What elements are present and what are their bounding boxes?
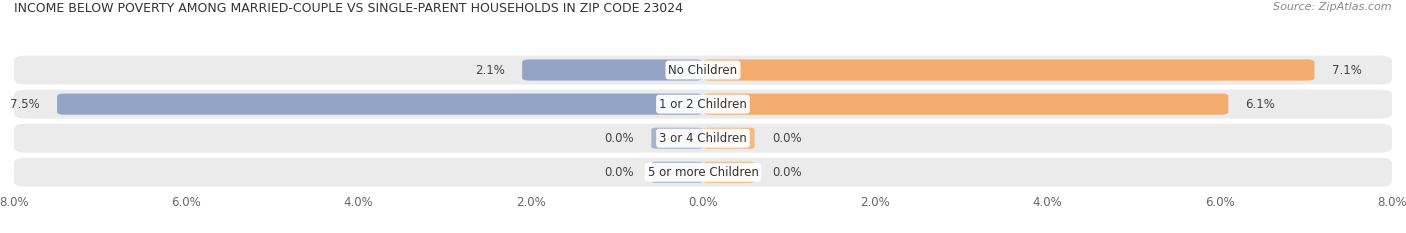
Text: 0.0%: 0.0% <box>772 166 801 179</box>
Text: 7.1%: 7.1% <box>1331 64 1361 76</box>
Text: 2.1%: 2.1% <box>475 64 505 76</box>
FancyBboxPatch shape <box>522 59 703 81</box>
Text: Source: ZipAtlas.com: Source: ZipAtlas.com <box>1274 2 1392 12</box>
FancyBboxPatch shape <box>703 59 1315 81</box>
FancyBboxPatch shape <box>651 128 703 149</box>
FancyBboxPatch shape <box>14 55 1392 85</box>
Text: INCOME BELOW POVERTY AMONG MARRIED-COUPLE VS SINGLE-PARENT HOUSEHOLDS IN ZIP COD: INCOME BELOW POVERTY AMONG MARRIED-COUPL… <box>14 2 683 15</box>
FancyBboxPatch shape <box>703 128 755 149</box>
Text: 0.0%: 0.0% <box>772 132 801 145</box>
Text: 6.1%: 6.1% <box>1246 98 1275 111</box>
Text: 0.0%: 0.0% <box>605 132 634 145</box>
Text: 3 or 4 Children: 3 or 4 Children <box>659 132 747 145</box>
FancyBboxPatch shape <box>703 162 755 183</box>
FancyBboxPatch shape <box>14 90 1392 119</box>
FancyBboxPatch shape <box>14 158 1392 187</box>
FancyBboxPatch shape <box>651 162 703 183</box>
Text: No Children: No Children <box>668 64 738 76</box>
FancyBboxPatch shape <box>58 93 703 115</box>
Text: 1 or 2 Children: 1 or 2 Children <box>659 98 747 111</box>
FancyBboxPatch shape <box>14 124 1392 153</box>
Text: 0.0%: 0.0% <box>605 166 634 179</box>
Text: 5 or more Children: 5 or more Children <box>648 166 758 179</box>
FancyBboxPatch shape <box>703 93 1229 115</box>
Text: 7.5%: 7.5% <box>10 98 39 111</box>
